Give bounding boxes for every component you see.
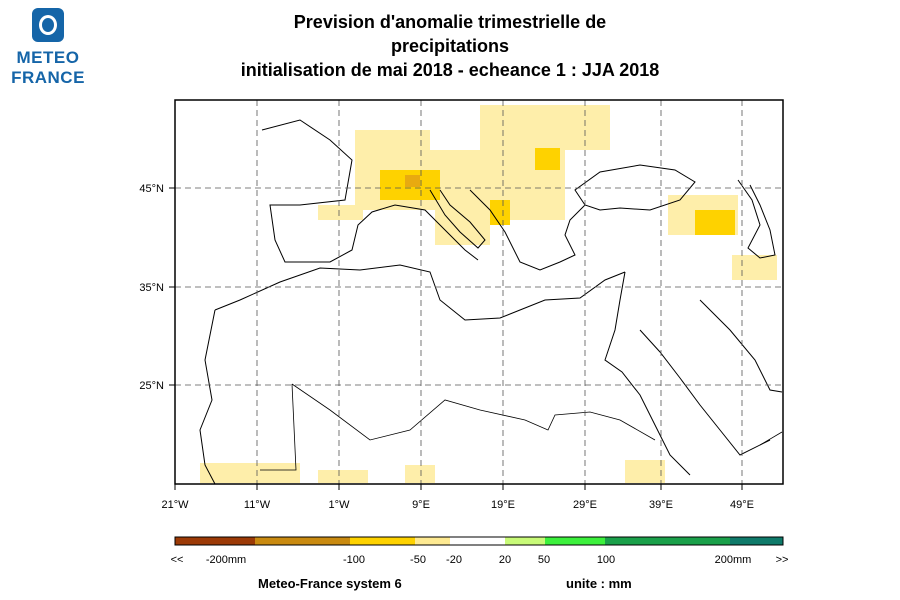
legend-label: >> xyxy=(776,554,789,566)
logo-line1: METEO xyxy=(16,48,80,67)
anomaly-sahel-east xyxy=(405,465,435,483)
italy-coast xyxy=(429,189,486,249)
color-scale xyxy=(174,536,784,546)
legend-label: 100 xyxy=(597,554,615,566)
levant-coast xyxy=(604,271,691,476)
anomaly-italy xyxy=(435,205,490,245)
legend-frame xyxy=(174,536,784,546)
north-africa-coast xyxy=(214,264,626,321)
east-africa-border xyxy=(759,431,783,446)
arabia-gulf xyxy=(699,299,783,393)
mauritania-border xyxy=(260,383,297,471)
legend-label: << xyxy=(171,554,184,566)
title-line2: precipitations xyxy=(390,36,510,56)
lat-label: 35°N xyxy=(139,282,164,294)
anomaly-shading xyxy=(200,105,777,483)
coastlines xyxy=(199,119,783,485)
lat-label: 45°N xyxy=(139,183,164,195)
logo-line2: FRANCE xyxy=(11,68,85,87)
lon-label: 19°E xyxy=(491,499,515,511)
borders xyxy=(260,383,783,471)
europe-atlantic-coast xyxy=(261,119,479,263)
lon-label: 1°W xyxy=(329,499,351,511)
lon-label: 21°W xyxy=(161,499,189,511)
mali-algeria-border xyxy=(291,383,656,441)
anomaly-caucasus-strong xyxy=(695,210,735,235)
legend-label: -200mm xyxy=(206,554,246,566)
lat-label: 25°N xyxy=(139,380,164,392)
anomaly-iran xyxy=(732,255,777,280)
legend-swatch xyxy=(450,537,505,545)
legend-label: -100 xyxy=(343,554,365,566)
legend-label: -50 xyxy=(410,554,426,566)
lon-label: 49°E xyxy=(730,499,754,511)
meteo-france-logo: METEO FRANCE xyxy=(8,8,88,90)
anomaly-alps-strong xyxy=(405,175,420,187)
legend-swatch xyxy=(175,537,255,545)
lon-label: 29°E xyxy=(573,499,597,511)
lon-label: 39°E xyxy=(649,499,673,511)
legend-swatch xyxy=(415,537,450,545)
page-title: Prevision d'anomalie trimestrielle de pr… xyxy=(170,10,730,82)
red-sea-east xyxy=(639,329,771,456)
anomaly-adriatic xyxy=(490,200,510,225)
west-africa-coast xyxy=(199,309,216,485)
unit-label: unite : mm xyxy=(566,576,632,591)
anomaly-central-europe xyxy=(480,105,610,150)
anomaly-hungary xyxy=(535,148,560,170)
graticule xyxy=(175,100,783,484)
legend-swatch xyxy=(350,537,415,545)
legend-swatch xyxy=(255,537,350,545)
title-line1: Prevision d'anomalie trimestrielle de xyxy=(293,12,607,32)
anomaly-sahel-mid xyxy=(318,470,368,483)
caspian-sea xyxy=(737,179,776,259)
legend-swatch xyxy=(505,537,545,545)
legend-swatch xyxy=(545,537,605,545)
logo-badge-icon xyxy=(32,8,64,42)
title-line3: initialisation de mai 2018 - echeance 1 … xyxy=(240,60,660,80)
legend-label: 50 xyxy=(538,554,550,566)
balkans-coast xyxy=(469,189,586,271)
anomaly-iberia-north xyxy=(318,205,363,220)
lon-label: 11°W xyxy=(244,499,271,511)
anomaly-sudan xyxy=(625,460,665,483)
map-frame xyxy=(174,99,784,485)
anomaly-sahel-west xyxy=(200,463,300,483)
legend-label: 200mm xyxy=(715,554,752,566)
legend-swatch xyxy=(730,537,783,545)
black-sea xyxy=(574,164,696,211)
frame-ticks xyxy=(169,187,743,490)
legend-label: -20 xyxy=(446,554,462,566)
system-label: Meteo-France system 6 xyxy=(258,576,402,591)
legend-label: 20 xyxy=(499,554,511,566)
legend-swatch xyxy=(605,537,730,545)
lon-label: 9°E xyxy=(412,499,430,511)
